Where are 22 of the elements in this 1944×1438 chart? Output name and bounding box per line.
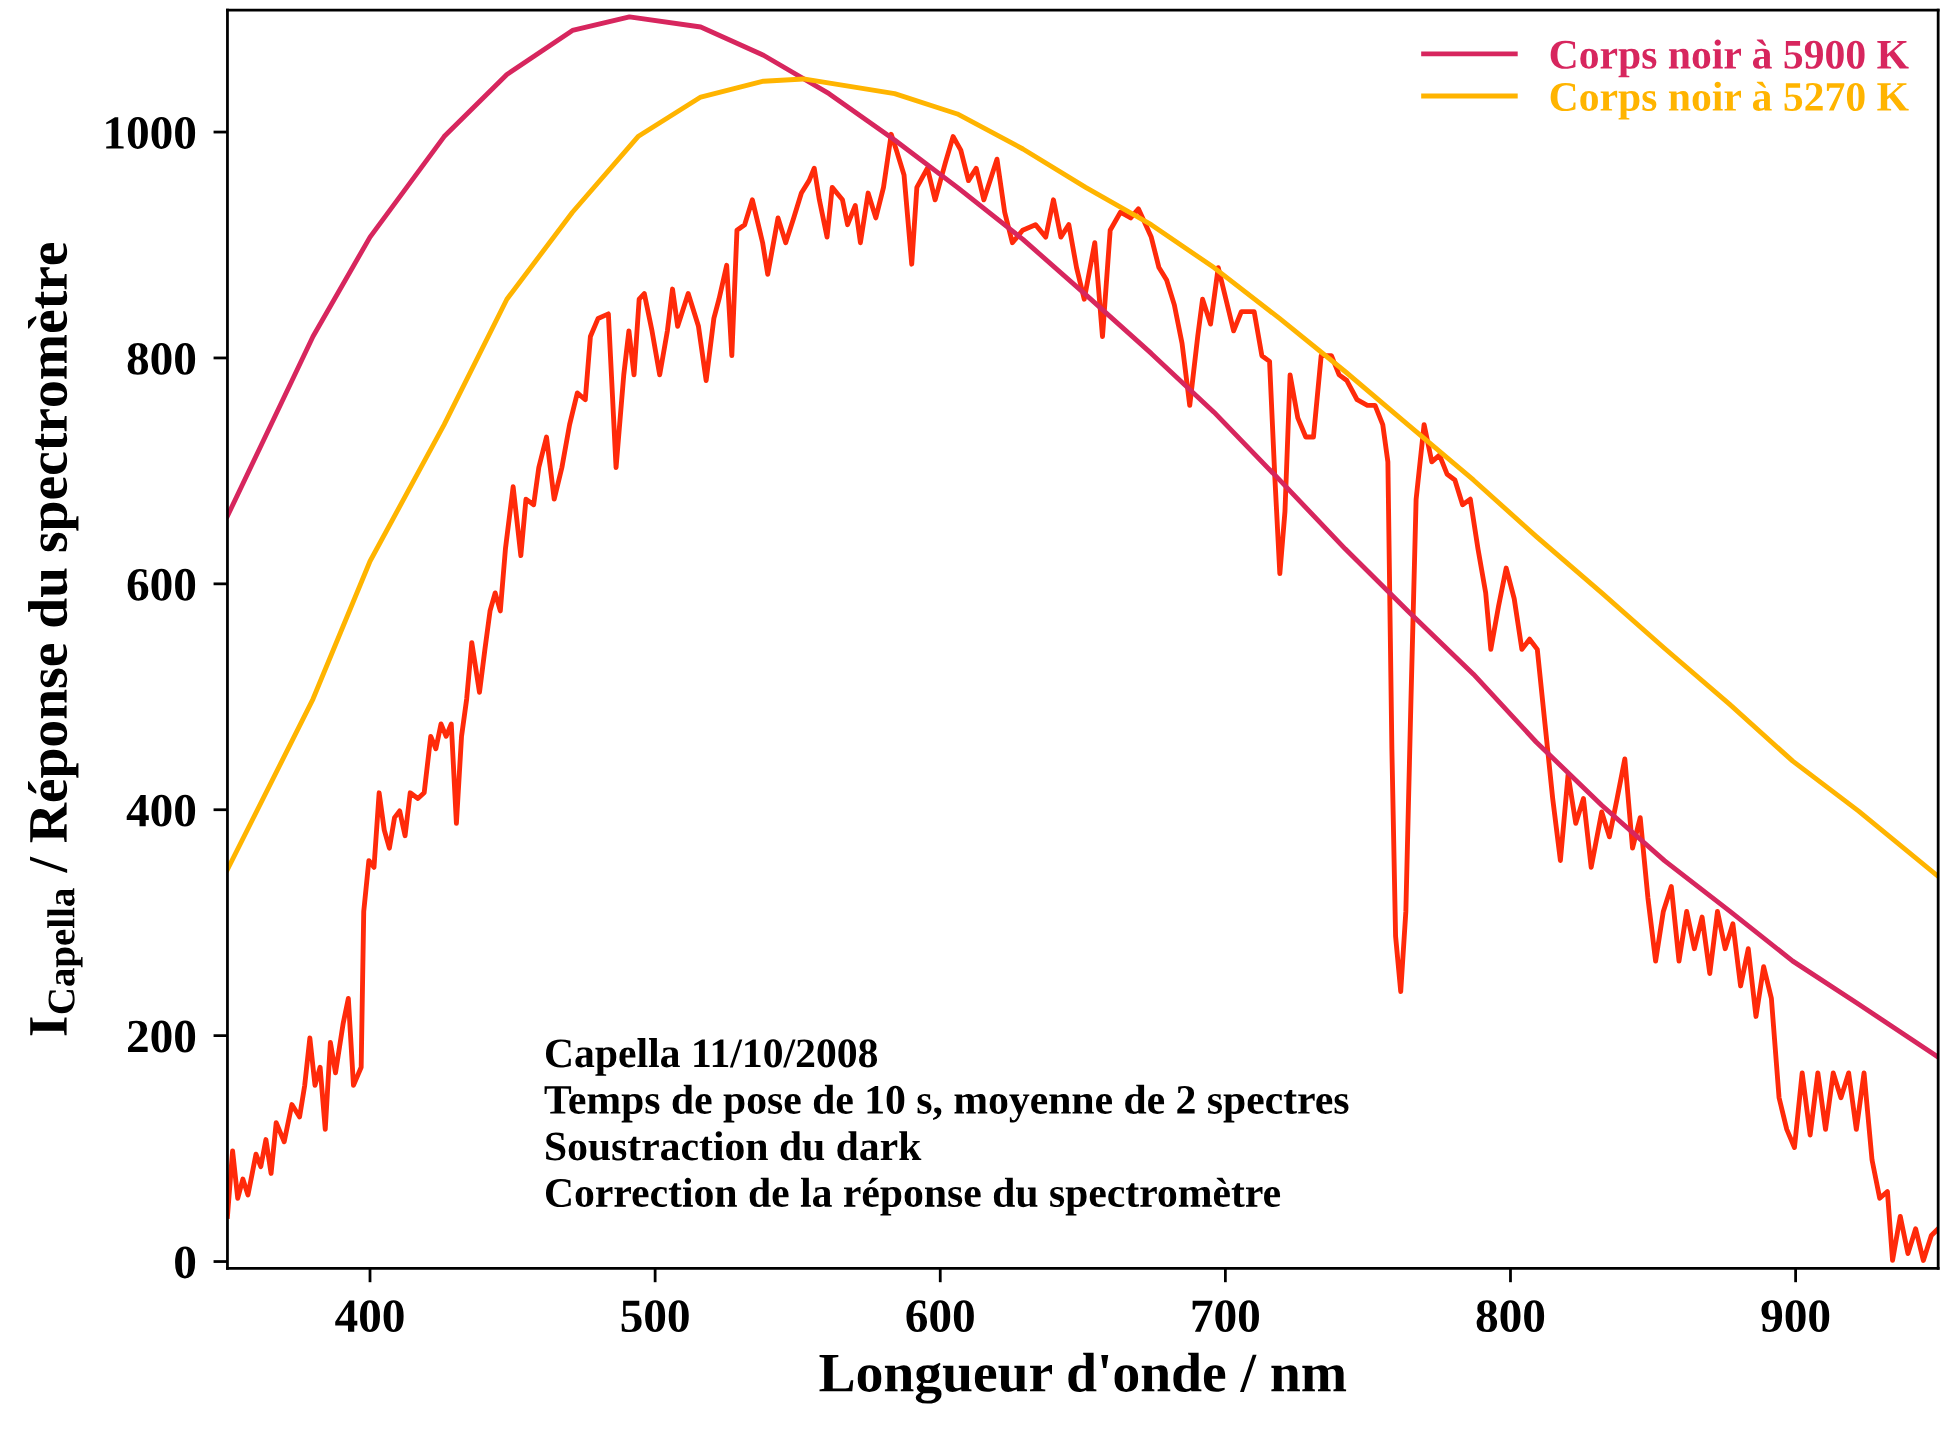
y-tick-label: 1000 <box>106 117 196 149</box>
legend-label: Corps noir à 5900 K <box>1550 39 1909 78</box>
x-tick-label: 400 <box>335 1300 404 1333</box>
annotation: Correction de la réponse du spectromètre <box>545 1177 1281 1216</box>
y-tick-label: 800 <box>127 342 196 375</box>
x-tick-label: 800 <box>1476 1300 1545 1333</box>
line-series <box>227 76 1939 879</box>
x-tick-label: 500 <box>621 1300 689 1333</box>
x-tick-label: 600 <box>906 1300 974 1333</box>
annotation: Soustraction du dark <box>546 1131 922 1161</box>
annotation: Temps de pose de 10 s, moyenne de 2 spectres <box>544 1084 1349 1123</box>
y-tick-label: 0 <box>175 1246 196 1279</box>
y-tick-label: 400 <box>126 794 196 827</box>
legend-label: Corps noir à 5270 K <box>1550 81 1909 120</box>
line-series <box>227 131 1939 1263</box>
y-axis-title: I$_{Capella}$ / Réponse du spectromètre <box>28 242 83 1036</box>
annotation: Capella 11/10/2008 <box>545 1038 878 1076</box>
y-tick-label: 600 <box>127 568 196 601</box>
x-tick-label: 900 <box>1761 1300 1830 1333</box>
x-axis-title: Longueur d'onde / nm <box>819 1352 1347 1404</box>
y-tick-label: 200 <box>128 1020 196 1053</box>
x-tick-label: 700 <box>1192 1300 1259 1333</box>
